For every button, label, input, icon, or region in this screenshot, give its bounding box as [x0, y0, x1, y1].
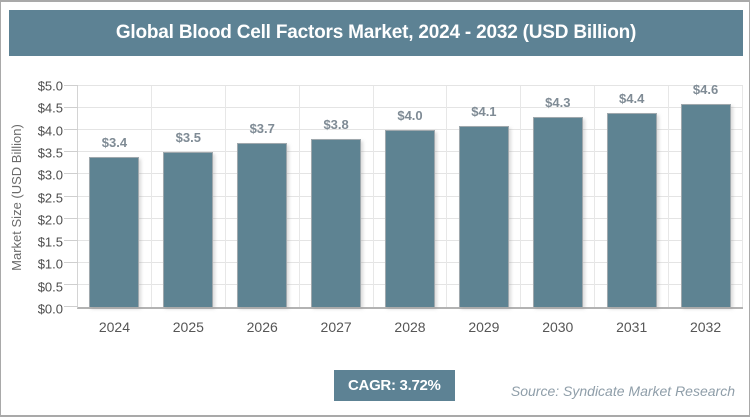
y-tick-label: $1.5 — [37, 234, 63, 250]
chart-title-bar: Global Blood Cell Factors Market, 2024 -… — [9, 10, 743, 56]
bar-value-label: $4.4 — [619, 90, 645, 106]
x-tick-label: 2032 — [689, 319, 722, 335]
chart-title: Global Blood Cell Factors Market, 2024 -… — [115, 22, 637, 43]
bar-slot: $3.8 2027 — [300, 86, 374, 335]
y-tick-label: $0.0 — [37, 301, 63, 317]
y-tick-mark — [64, 261, 78, 263]
bar-slot: $3.7 2026 — [226, 86, 300, 335]
y-tick-mark — [64, 195, 78, 197]
y-tick-label: $5.0 — [37, 78, 63, 94]
bar-slots: $3.4 2024 $3.5 2025 $3.7 2026 $3.8 2027 $4.0 2028… — [78, 82, 744, 335]
bar-value-label: $4.0 — [397, 108, 423, 124]
x-tick-label: 2028 — [394, 319, 426, 335]
bar-value-label: $4.3 — [545, 94, 571, 110]
bar-slot: $4.6 2032 — [669, 82, 744, 335]
source-attribution: Source: Syndicate Market Research — [510, 383, 735, 399]
y-tick-mark — [64, 173, 78, 175]
y-tick-mark — [64, 239, 78, 241]
x-tick-label: 2030 — [542, 319, 574, 335]
bar-slot: $3.4 2024 — [78, 86, 152, 335]
x-tick-label: 2031 — [616, 319, 648, 335]
h-gridline — [78, 85, 743, 86]
bar-2027 — [311, 139, 362, 307]
y-tick-mark — [64, 283, 78, 285]
y-tick-mark — [64, 85, 78, 86]
y-tick-label: $2.5 — [37, 190, 63, 205]
bar-value-label: $3.5 — [175, 130, 201, 146]
y-tick-label: $0.5 — [37, 279, 63, 295]
bar-2029 — [458, 125, 509, 307]
y-tick-label: $3.0 — [37, 167, 63, 183]
bar-slot: $3.5 2025 — [152, 86, 226, 335]
y-tick-mark — [64, 217, 78, 219]
y-tick-label: $2.0 — [37, 212, 63, 228]
h-gridline — [78, 107, 743, 109]
h-gridline — [78, 129, 743, 131]
y-tick-mark — [64, 107, 78, 109]
y-tick-label: $4.0 — [37, 123, 63, 139]
plot-area: $3.4 2024 $3.5 2025 $3.7 2026 $3.8 2027 $4.0 2028… — [64, 82, 744, 335]
bar-value-label: $3.8 — [323, 117, 349, 133]
y-tick-mark — [64, 306, 78, 307]
y-tick-mark — [64, 129, 78, 131]
cagr-badge: CAGR: 3.72% — [334, 370, 455, 401]
y-tick-mark — [64, 151, 78, 153]
bar-slot: $4.0 2028 — [374, 86, 448, 335]
x-tick-label: 2026 — [246, 319, 278, 335]
bar-2025 — [163, 152, 214, 307]
cagr-label: CAGR: 3.72% — [348, 377, 441, 394]
bar-2031 — [606, 112, 657, 307]
x-tick-label: 2027 — [320, 319, 352, 335]
bar-value-label: $3.7 — [249, 121, 275, 137]
y-tick-label: $3.5 — [37, 145, 63, 161]
x-tick-label: 2025 — [172, 319, 204, 335]
bar-2028 — [385, 130, 435, 307]
y-tick-label: $1.0 — [37, 256, 63, 272]
y-tick-label: $4.5 — [37, 100, 63, 116]
bar-2030 — [532, 116, 583, 307]
bar-slot: $4.1 2029 — [447, 86, 522, 335]
x-tick-label: 2024 — [98, 319, 131, 335]
x-tick-label: 2029 — [468, 319, 500, 335]
bar-value-label: $3.4 — [101, 134, 128, 150]
bar-slot: $4.4 2031 — [595, 86, 670, 335]
bar-value-label: $4.6 — [692, 81, 719, 97]
bar-value-label: $4.1 — [471, 103, 497, 119]
bar-2032 — [680, 103, 731, 307]
y-axis-tick-labels: $0.0 $0.5 $1.0 $1.5 $2.0 $2.5 $3.0 $3.5 $4.0 $4.5… — [1, 79, 63, 317]
bar-2024 — [89, 156, 140, 307]
bar-slot: $4.3 2030 — [521, 86, 596, 335]
bar-2026 — [237, 143, 288, 307]
